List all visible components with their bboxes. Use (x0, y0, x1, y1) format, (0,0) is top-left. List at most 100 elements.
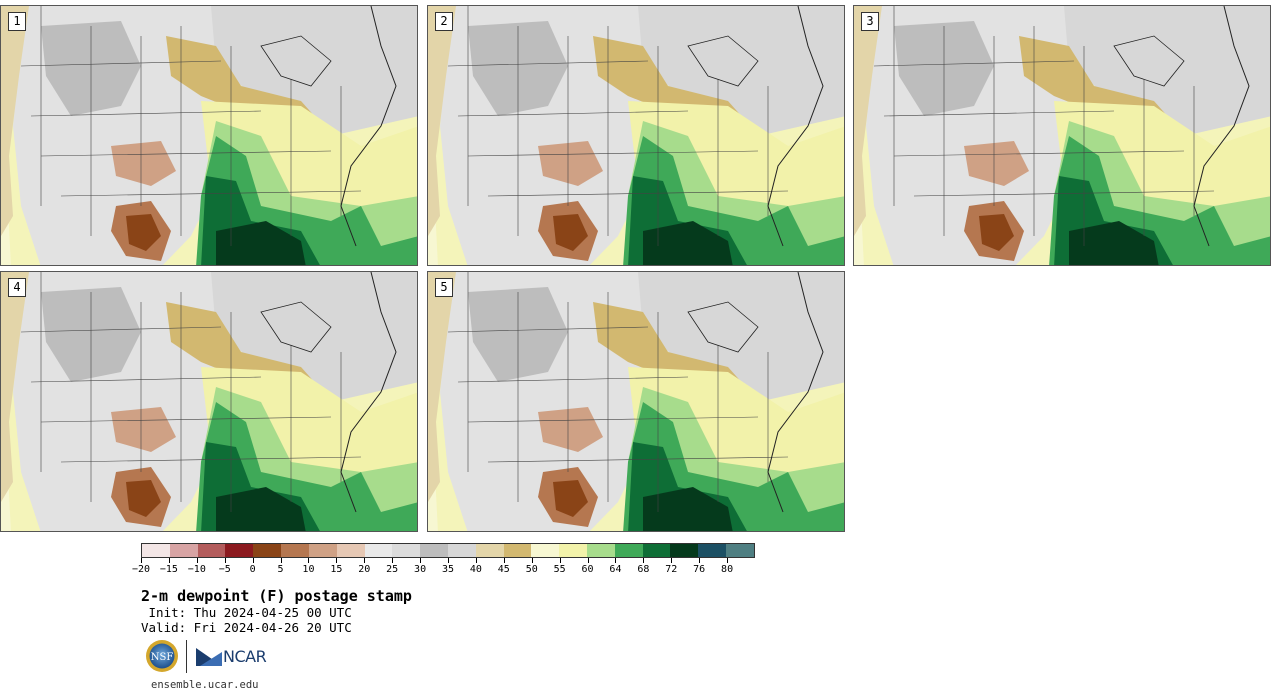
panel-number: 3 (861, 12, 879, 31)
gulf-darkest-region (216, 487, 306, 531)
colorbar-segment (698, 544, 727, 557)
great-lakes (260, 35, 332, 87)
map-panel-2: 2 (427, 5, 845, 266)
ncar-logo-text: NCAR (223, 646, 267, 666)
colorbar-segment (392, 544, 421, 557)
colorbar-segment (531, 544, 560, 557)
nsf-logo-icon: NSF (146, 640, 178, 672)
colorbar-tick (280, 558, 282, 563)
colorbar-tick-label: 64 (609, 564, 622, 575)
map-panel-3: 3 (853, 5, 1271, 266)
state-boundaries (447, 272, 789, 512)
colorbar-tick-label: −10 (187, 564, 206, 575)
colorbar-tick-label: 15 (330, 564, 343, 575)
colorbar-segment (670, 544, 699, 557)
colorbar-ticks: −20 −15 −10 −5 0 5 10 15 20 25 30 35 40 45 50 55 60 64 68 7… (132, 558, 755, 578)
map-panel-1: 1 (0, 5, 418, 266)
coast-tan-region (428, 272, 456, 502)
coastline (767, 6, 824, 247)
colorbar-tick-label: 76 (693, 564, 706, 575)
colorbar-segment (642, 544, 671, 557)
colorbar-tick (141, 558, 142, 563)
colorbar-tick-label: −15 (159, 564, 178, 575)
brown-core-region (553, 480, 588, 517)
dewpoint-map (854, 6, 1270, 265)
colorbar-tick-label: 72 (665, 564, 678, 575)
colorbar-tick-label: −5 (218, 564, 231, 575)
logo-divider (186, 639, 187, 673)
colorbar-tick-label: 60 (581, 564, 594, 575)
valid-time: Valid: Fri 2024-04-26 20 UTC (141, 620, 352, 635)
state-boundaries (20, 6, 362, 246)
colorbar-segment (447, 544, 476, 557)
colorbar-tick-label: 30 (414, 564, 427, 575)
colorbar-tick (643, 558, 645, 563)
colorbar-segment (503, 544, 532, 557)
colorbar-tick (475, 558, 477, 563)
coast-tan-region (1, 6, 29, 236)
page-title: 2-m dewpoint (F) postage stamp (141, 587, 412, 605)
ncar-logo: NCAR (196, 646, 267, 666)
coast-tan-region (1, 272, 29, 502)
colorbar-tick (503, 558, 505, 563)
colorbar-tick (699, 558, 701, 563)
colorbar-segment (253, 544, 282, 557)
panel-number: 4 (8, 278, 26, 297)
brown-core-region (979, 214, 1014, 251)
colorbar-tick-label: 45 (497, 564, 510, 575)
colorbar-tick-label: 0 (249, 564, 256, 575)
colorbar-segment (142, 544, 170, 557)
colorbar-tick-label: 10 (302, 564, 315, 575)
colorbar (141, 543, 755, 558)
footer-url[interactable]: ensemble.ucar.edu (151, 679, 259, 691)
tan-west-dry-region (538, 407, 603, 452)
colorbar-segment (281, 544, 309, 557)
colorbar-segment (308, 544, 337, 557)
gulf-darkest-region (643, 487, 733, 531)
colorbar-tick (392, 558, 394, 563)
colorbar-tick (671, 558, 673, 563)
panel-number: 2 (435, 12, 453, 31)
tan-west-dry-region (538, 141, 603, 186)
coastline (340, 272, 397, 513)
gulf-darkest-region (216, 221, 306, 265)
svg-text:NSF: NSF (151, 652, 174, 663)
colorbar-tick (308, 558, 310, 563)
coastline (1193, 6, 1250, 247)
colorbar-segment (364, 544, 393, 557)
great-lakes (260, 301, 332, 353)
colorbar-tick (615, 558, 617, 563)
colorbar-tick-label: 50 (525, 564, 538, 575)
colorbar-tick (587, 558, 589, 563)
panel-number: 5 (435, 278, 453, 297)
colorbar-tick (168, 558, 170, 563)
great-lakes (1113, 35, 1185, 87)
colorbar-tick-label: 80 (721, 564, 734, 575)
tan-west-dry-region (111, 407, 176, 452)
colorbar-segment (169, 544, 198, 557)
panel-number: 1 (8, 12, 26, 31)
colorbar-tick (448, 558, 449, 563)
dewpoint-map (428, 272, 844, 531)
colorbar-tick-label: 20 (358, 564, 371, 575)
colorbar-segment (225, 544, 254, 557)
colorbar-tick (336, 558, 338, 563)
colorbar-tick (559, 558, 561, 563)
map-panel-5: 5 (427, 271, 845, 532)
state-boundaries (873, 6, 1215, 246)
brown-core-region (126, 480, 161, 517)
coast-tan-region (854, 6, 882, 236)
map-panel-4: 4 (0, 271, 418, 532)
colorbar-tick (420, 558, 422, 563)
colorbar-segment (587, 544, 615, 557)
colorbar-tick-label: −20 (131, 564, 151, 575)
logos: NSF NCAR (145, 638, 267, 674)
state-boundaries (20, 272, 362, 512)
gulf-darkest-region (643, 221, 733, 265)
colorbar-segment (614, 544, 643, 557)
colorbar-segment (197, 544, 226, 557)
dewpoint-map (1, 6, 417, 265)
colorbar-tick-label: 25 (386, 564, 399, 575)
colorbar-segment (726, 544, 754, 557)
great-lakes (687, 301, 759, 353)
